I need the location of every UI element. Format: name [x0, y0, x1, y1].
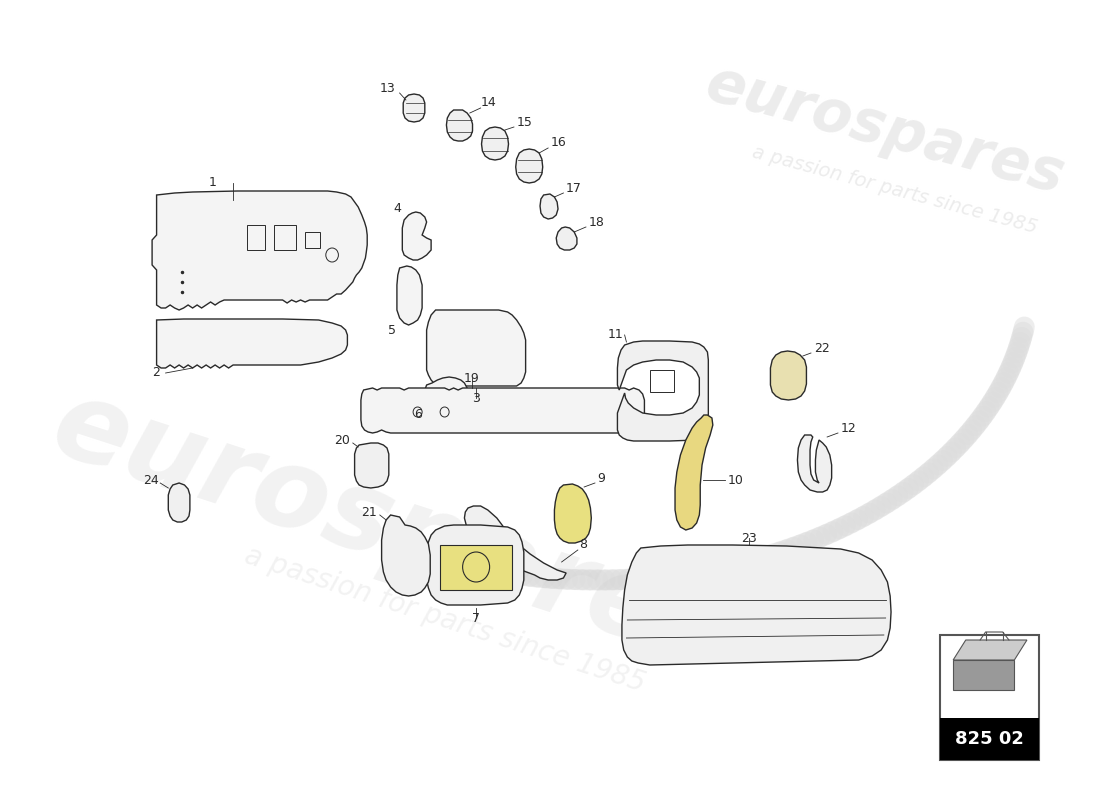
- Text: 20: 20: [334, 434, 350, 446]
- Text: 8: 8: [580, 538, 587, 551]
- Text: 15: 15: [517, 115, 532, 129]
- Text: 23: 23: [741, 531, 757, 545]
- Polygon shape: [617, 341, 708, 441]
- Polygon shape: [152, 191, 367, 310]
- Text: eurospares: eurospares: [40, 370, 741, 690]
- Text: 10: 10: [728, 474, 744, 486]
- Polygon shape: [382, 515, 430, 596]
- Polygon shape: [516, 149, 542, 183]
- Polygon shape: [464, 506, 566, 580]
- Polygon shape: [397, 266, 422, 325]
- Polygon shape: [354, 443, 388, 488]
- Polygon shape: [440, 545, 513, 590]
- Polygon shape: [482, 127, 508, 160]
- Polygon shape: [447, 110, 473, 141]
- Polygon shape: [954, 640, 1027, 660]
- Bar: [954, 660, 1014, 690]
- Text: 7: 7: [472, 611, 480, 625]
- Polygon shape: [168, 483, 190, 522]
- Text: 12: 12: [840, 422, 857, 434]
- Polygon shape: [156, 319, 348, 368]
- Polygon shape: [770, 351, 806, 400]
- Text: 9: 9: [597, 471, 605, 485]
- Polygon shape: [540, 194, 558, 219]
- Polygon shape: [404, 94, 425, 122]
- Bar: [939, 635, 1038, 760]
- Polygon shape: [403, 212, 431, 260]
- Text: 3: 3: [472, 391, 480, 405]
- Polygon shape: [557, 227, 576, 250]
- Text: 825 02: 825 02: [955, 730, 1024, 748]
- Polygon shape: [424, 377, 468, 413]
- Polygon shape: [621, 545, 891, 665]
- Text: 21: 21: [362, 506, 377, 518]
- Text: 11: 11: [608, 329, 624, 342]
- Text: 16: 16: [551, 137, 566, 150]
- Text: a passion for parts since 1985: a passion for parts since 1985: [241, 542, 649, 698]
- Polygon shape: [361, 388, 645, 433]
- Polygon shape: [427, 310, 526, 386]
- Text: 19: 19: [464, 371, 480, 385]
- Polygon shape: [675, 415, 713, 530]
- Text: 13: 13: [379, 82, 395, 94]
- Text: 22: 22: [814, 342, 829, 354]
- Text: 6: 6: [414, 409, 421, 422]
- Polygon shape: [554, 484, 592, 543]
- Text: a passion for parts since 1985: a passion for parts since 1985: [750, 142, 1040, 238]
- Text: 5: 5: [388, 323, 396, 337]
- Text: eurospares: eurospares: [700, 54, 1071, 206]
- Text: 17: 17: [566, 182, 582, 194]
- Bar: [939, 718, 1038, 760]
- Text: 24: 24: [143, 474, 158, 486]
- Text: 14: 14: [481, 97, 496, 110]
- Text: 4: 4: [394, 202, 402, 214]
- Text: 18: 18: [588, 215, 605, 229]
- Polygon shape: [798, 435, 832, 492]
- Text: 2: 2: [152, 366, 160, 379]
- Text: 1: 1: [209, 177, 217, 190]
- Polygon shape: [427, 525, 524, 605]
